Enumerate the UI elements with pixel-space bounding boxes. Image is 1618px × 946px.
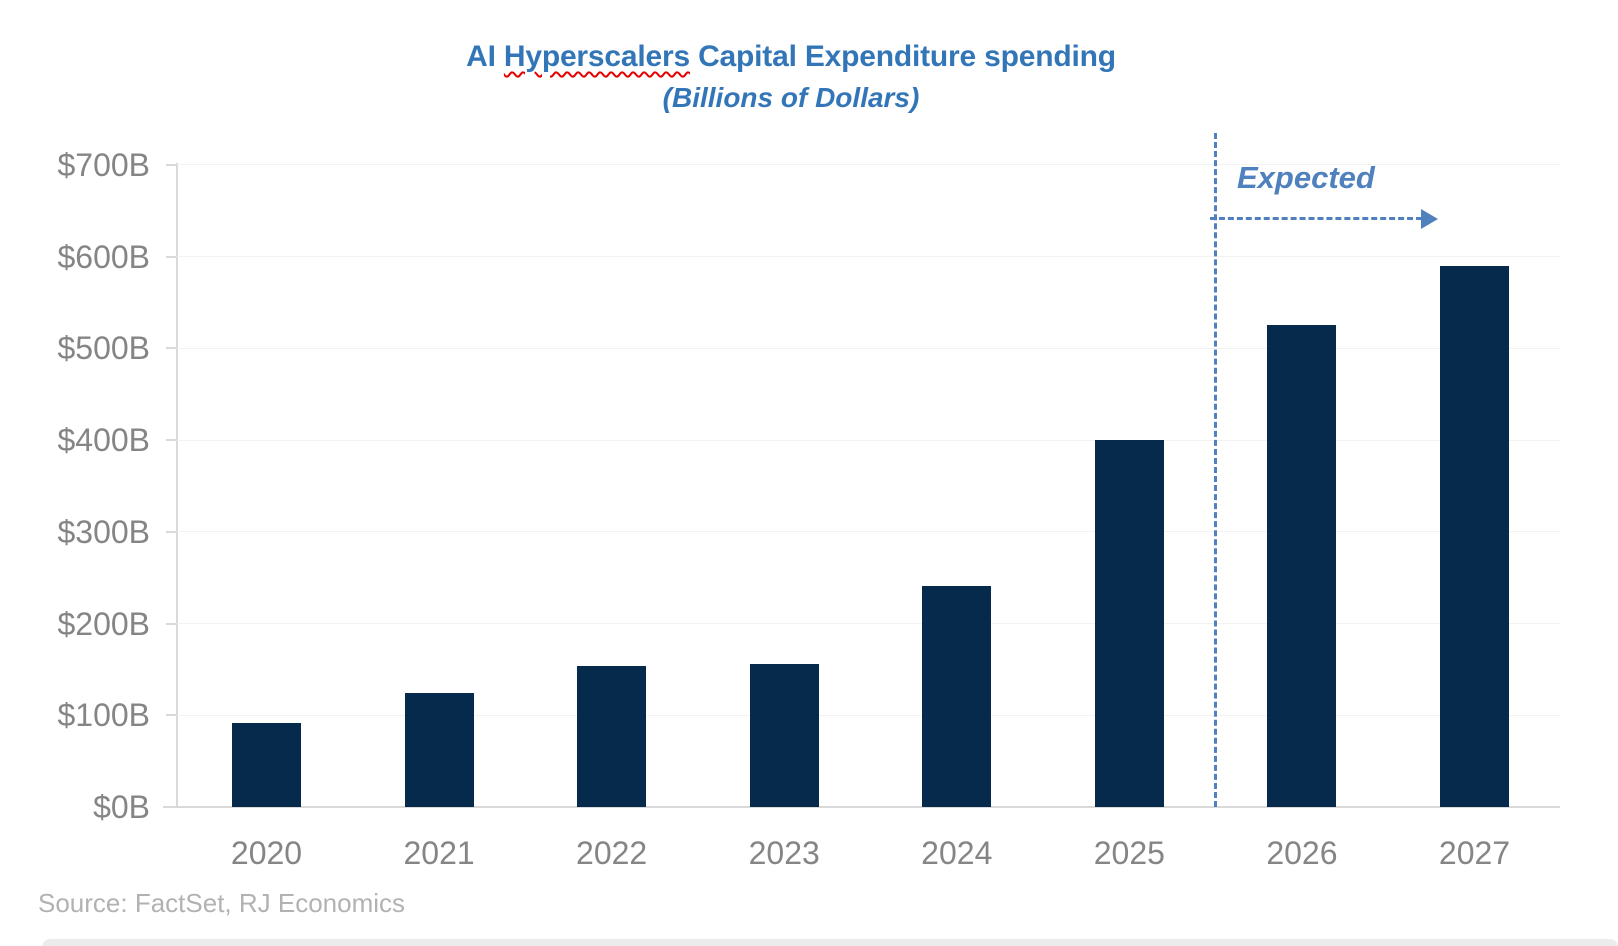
y-axis-tick-500 [166,347,176,350]
y-axis-line [176,163,178,808]
bar-2022 [577,665,647,807]
y-axis-label-200: $200B [57,605,150,642]
chart-title: AI Hyperscalers Capital Expenditure spen… [0,40,1582,74]
bar-2026 [1267,325,1337,807]
x-axis-line [163,806,1560,808]
gridline-200 [177,623,1560,624]
x-axis-label-2023: 2023 [748,835,820,871]
chart-title-suffix: Capital Expenditure spending [689,40,1116,73]
y-axis-tick-0 [166,806,176,808]
chart-subtitle: (Billions of Dollars) [662,82,920,113]
bar-2027 [1439,265,1509,807]
y-axis-label-500: $500B [57,330,150,367]
x-axis-label-2022: 2022 [576,835,648,871]
y-axis-label-100: $100B [57,697,150,734]
x-axis-label-2027: 2027 [1438,835,1511,871]
gridline-100 [177,714,1560,716]
x-axis-label-2020: 2020 [230,835,303,871]
bar-2023 [749,663,819,807]
chart-title-spellcheck-word: Hyperscalers [503,40,690,73]
x-axis-label-2021: 2021 [403,835,475,871]
forecast-divider-dashed-line [1214,133,1217,807]
bar-2020 [232,722,301,807]
source-note: Source: FactSet, RJ Economics [38,888,406,918]
gridline-700 [177,164,1560,166]
expected-annotation-label: Expected [1237,160,1375,195]
y-axis-tick-300 [166,530,176,533]
y-axis-tick-700 [166,163,176,166]
gridline-400 [177,439,1560,441]
y-axis-tick-400 [166,439,176,441]
gridline-300 [177,531,1560,533]
expected-arrow-head-icon [1421,209,1438,229]
y-axis-label-700: $700B [57,146,150,183]
y-axis-label-400: $400B [57,422,150,458]
y-axis-label-0: $0B [93,789,150,825]
gridline-500 [177,347,1560,349]
bar-2021 [404,693,474,807]
y-axis-tick-200 [166,622,176,625]
y-axis-tick-100 [166,714,176,717]
y-axis-tick-600 [166,255,176,258]
bottom-panel-edge [42,939,1618,946]
bar-2024 [922,585,992,807]
chart-title-prefix: AI [466,40,504,73]
bar-2025 [1094,440,1164,807]
y-axis-label-300: $300B [57,513,150,550]
x-axis-label-2025: 2025 [1093,835,1165,871]
x-axis-label-2026: 2026 [1266,835,1338,871]
x-axis-label-2024: 2024 [921,835,993,871]
gridline-600 [177,256,1560,257]
y-axis-label-600: $600B [57,238,150,275]
expected-arrow-dashed-line [1210,217,1422,220]
